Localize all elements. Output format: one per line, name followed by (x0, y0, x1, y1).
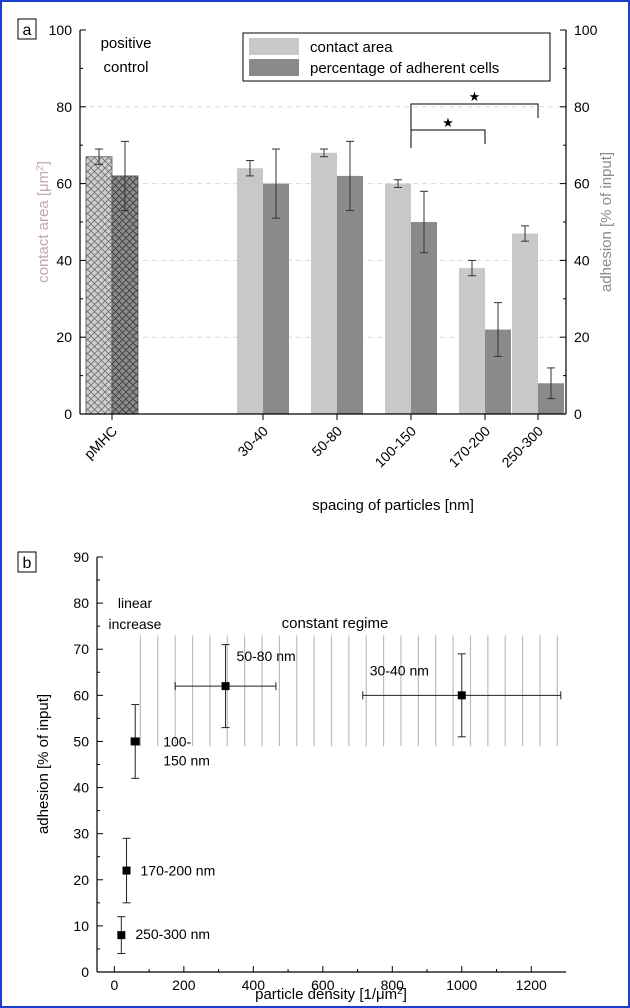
linear-increase-line1: linear (118, 595, 153, 611)
legend-label-adherent-cells: percentage of adherent cells (310, 60, 499, 77)
x-tick-label: 400 (242, 977, 266, 993)
significance-bracket (410, 103, 539, 142)
bar-adhesion-50-80 (337, 175, 363, 414)
left-tick-label: 40 (56, 252, 72, 268)
left-tick-label: 80 (56, 99, 72, 115)
right-tick-label: 60 (574, 176, 590, 192)
panel-a-xlabel: spacing of particles [nm] (312, 497, 474, 514)
bar-contact-area-250-300 (512, 233, 538, 414)
panel-b-ylabel: adhesion [% of input] (35, 694, 52, 834)
point-label: 30-40 nm (370, 662, 429, 678)
left-tick-label: 60 (56, 176, 72, 192)
panel-a-right-ticks: 0 20 40 60 80 100 (560, 22, 598, 422)
legend-swatch-contact-area (249, 38, 299, 55)
y-tick-label: 10 (73, 918, 89, 934)
y-tick-label: 70 (73, 641, 89, 657)
right-tick-label: 0 (574, 406, 582, 422)
left-tick-label: 20 (56, 329, 72, 345)
positive-control-line2: control (103, 59, 148, 76)
panel-a-significance: ★★ (410, 89, 539, 148)
right-tick-label: 20 (574, 329, 590, 345)
left-tick-label: 0 (64, 406, 72, 422)
x-tick-label-pMHC: pMHC (81, 423, 120, 462)
significance-star: ★ (469, 89, 481, 104)
bar-adhesion-100-150 (411, 222, 437, 414)
point-label: 250-300 nm (135, 926, 210, 942)
constant-regime-label: constant regime (282, 615, 389, 632)
panel-a: a 0 20 40 60 80 100 0 20 40 60 80 100 pMHC 30-40 50-… (17, 18, 615, 514)
x-tick-label-100-150: 100-150 (371, 423, 419, 471)
bar-contact-area-170-200 (459, 268, 485, 414)
point-label: 100-150 nm (163, 733, 210, 768)
data-point (117, 931, 126, 940)
x-tick-label: 1200 (516, 977, 547, 993)
bar-contact-area-pMHC (85, 156, 113, 415)
x-tick-label-30-40: 30-40 (234, 423, 271, 460)
x-tick-label-250-300: 250-300 (498, 423, 546, 471)
point-label: 170-200 nm (141, 863, 216, 879)
panel-a-ylabel-left: contact area [μm2] (35, 161, 53, 283)
bar-adhesion-pMHC (111, 175, 139, 415)
x-tick-label: 200 (172, 977, 196, 993)
x-tick-label: 800 (381, 977, 405, 993)
panel-a-x-ticks: pMHC 30-40 50-80 100-150 170-200 250-300 (81, 414, 546, 471)
linear-increase-line2: increase (109, 616, 162, 632)
panel-a-error-bars (95, 140, 555, 400)
y-tick-label: 80 (73, 595, 89, 611)
panel-b-label-box (17, 551, 37, 573)
panel-a-bars (85, 152, 564, 415)
y-tick-label: 30 (73, 826, 89, 842)
right-tick-label: 40 (574, 252, 590, 268)
data-point (122, 866, 131, 875)
x-tick-label-50-80: 50-80 (308, 423, 345, 460)
left-tick-label: 100 (49, 22, 73, 38)
bar-contact-area-30-40 (237, 168, 263, 414)
bar-contact-area-50-80 (311, 152, 337, 414)
panel-b: b 0 10 20 30 40 50 60 70 80 90 0 200 400 600 800 1000 1… (17, 549, 566, 1004)
panel-b-label: b (23, 555, 32, 572)
panel-a-label-box (17, 18, 37, 40)
point-label: 50-80 nm (237, 648, 296, 664)
panel-a-left-ticks: 0 20 40 60 80 100 (49, 22, 86, 422)
panel-b-x-ticks: 0 200 400 600 800 1000 1200 (110, 966, 547, 993)
x-tick-label-170-200: 170-200 (445, 423, 493, 471)
significance-bracket (410, 129, 486, 148)
legend-swatch-adherent-cells (249, 59, 299, 76)
y-tick-label: 0 (81, 964, 89, 980)
legend-label-contact-area: contact area (310, 39, 393, 56)
right-tick-label: 100 (574, 22, 598, 38)
bar-adhesion-30-40 (263, 183, 289, 414)
panel-b-xlabel: particle density [1/μm2] (255, 986, 407, 1004)
data-point (221, 682, 230, 691)
panel-b-points: 30-40 nm 50-80 nm 100-150 nm 170-200 nm 250-… (117, 644, 562, 955)
x-tick-label: 600 (311, 977, 335, 993)
y-tick-label: 60 (73, 687, 89, 703)
right-tick-label: 80 (574, 99, 590, 115)
data-point (131, 737, 140, 746)
panel-a-ylabel-right: adhesion [% of input] (598, 152, 615, 292)
bar-contact-area-100-150 (385, 183, 411, 414)
significance-star: ★ (442, 115, 454, 130)
y-tick-label: 40 (73, 780, 89, 796)
y-tick-label: 50 (73, 733, 89, 749)
panel-b-y-ticks: 0 10 20 30 40 50 60 70 80 90 (73, 549, 103, 980)
x-tick-label: 0 (110, 977, 118, 993)
panel-a-label: a (23, 22, 32, 39)
x-tick-label: 1000 (446, 977, 477, 993)
y-tick-label: 20 (73, 872, 89, 888)
y-tick-label: 90 (73, 549, 89, 565)
data-point (457, 691, 466, 700)
positive-control-line1: positive (101, 35, 152, 52)
constant-regime-hatch (139, 635, 558, 747)
